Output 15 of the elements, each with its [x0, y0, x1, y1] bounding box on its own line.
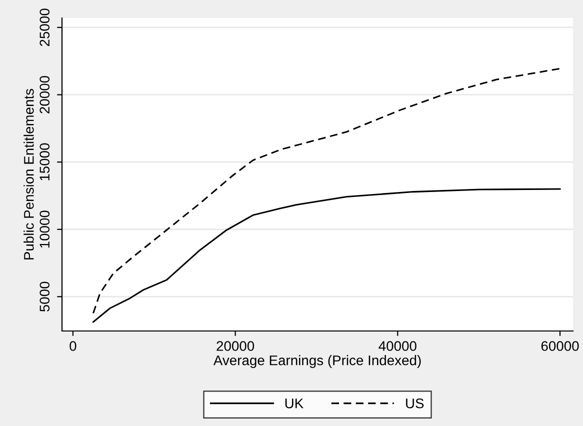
y-tick-label: 15000: [40, 143, 50, 180]
line-series: [92, 68, 561, 314]
y-tick-label: 25000: [40, 8, 50, 46]
y-axis-title: Public Pension Entitlements: [24, 88, 34, 260]
x-axis-title: Average Earnings (Price Indexed): [213, 355, 421, 368]
x-tick-label: 0: [70, 341, 76, 351]
y-tick-label: 20000: [40, 76, 50, 114]
legend-label: UK: [285, 398, 304, 408]
x-tick-label: 40000: [378, 341, 416, 351]
y-tick-label: 10000: [40, 210, 50, 248]
x-tick-label: 60000: [541, 341, 579, 351]
legend-label: US: [406, 398, 424, 408]
line-series: [92, 188, 561, 323]
y-tick-label: 5000: [40, 282, 50, 312]
x-tick-label: 20000: [216, 341, 254, 351]
